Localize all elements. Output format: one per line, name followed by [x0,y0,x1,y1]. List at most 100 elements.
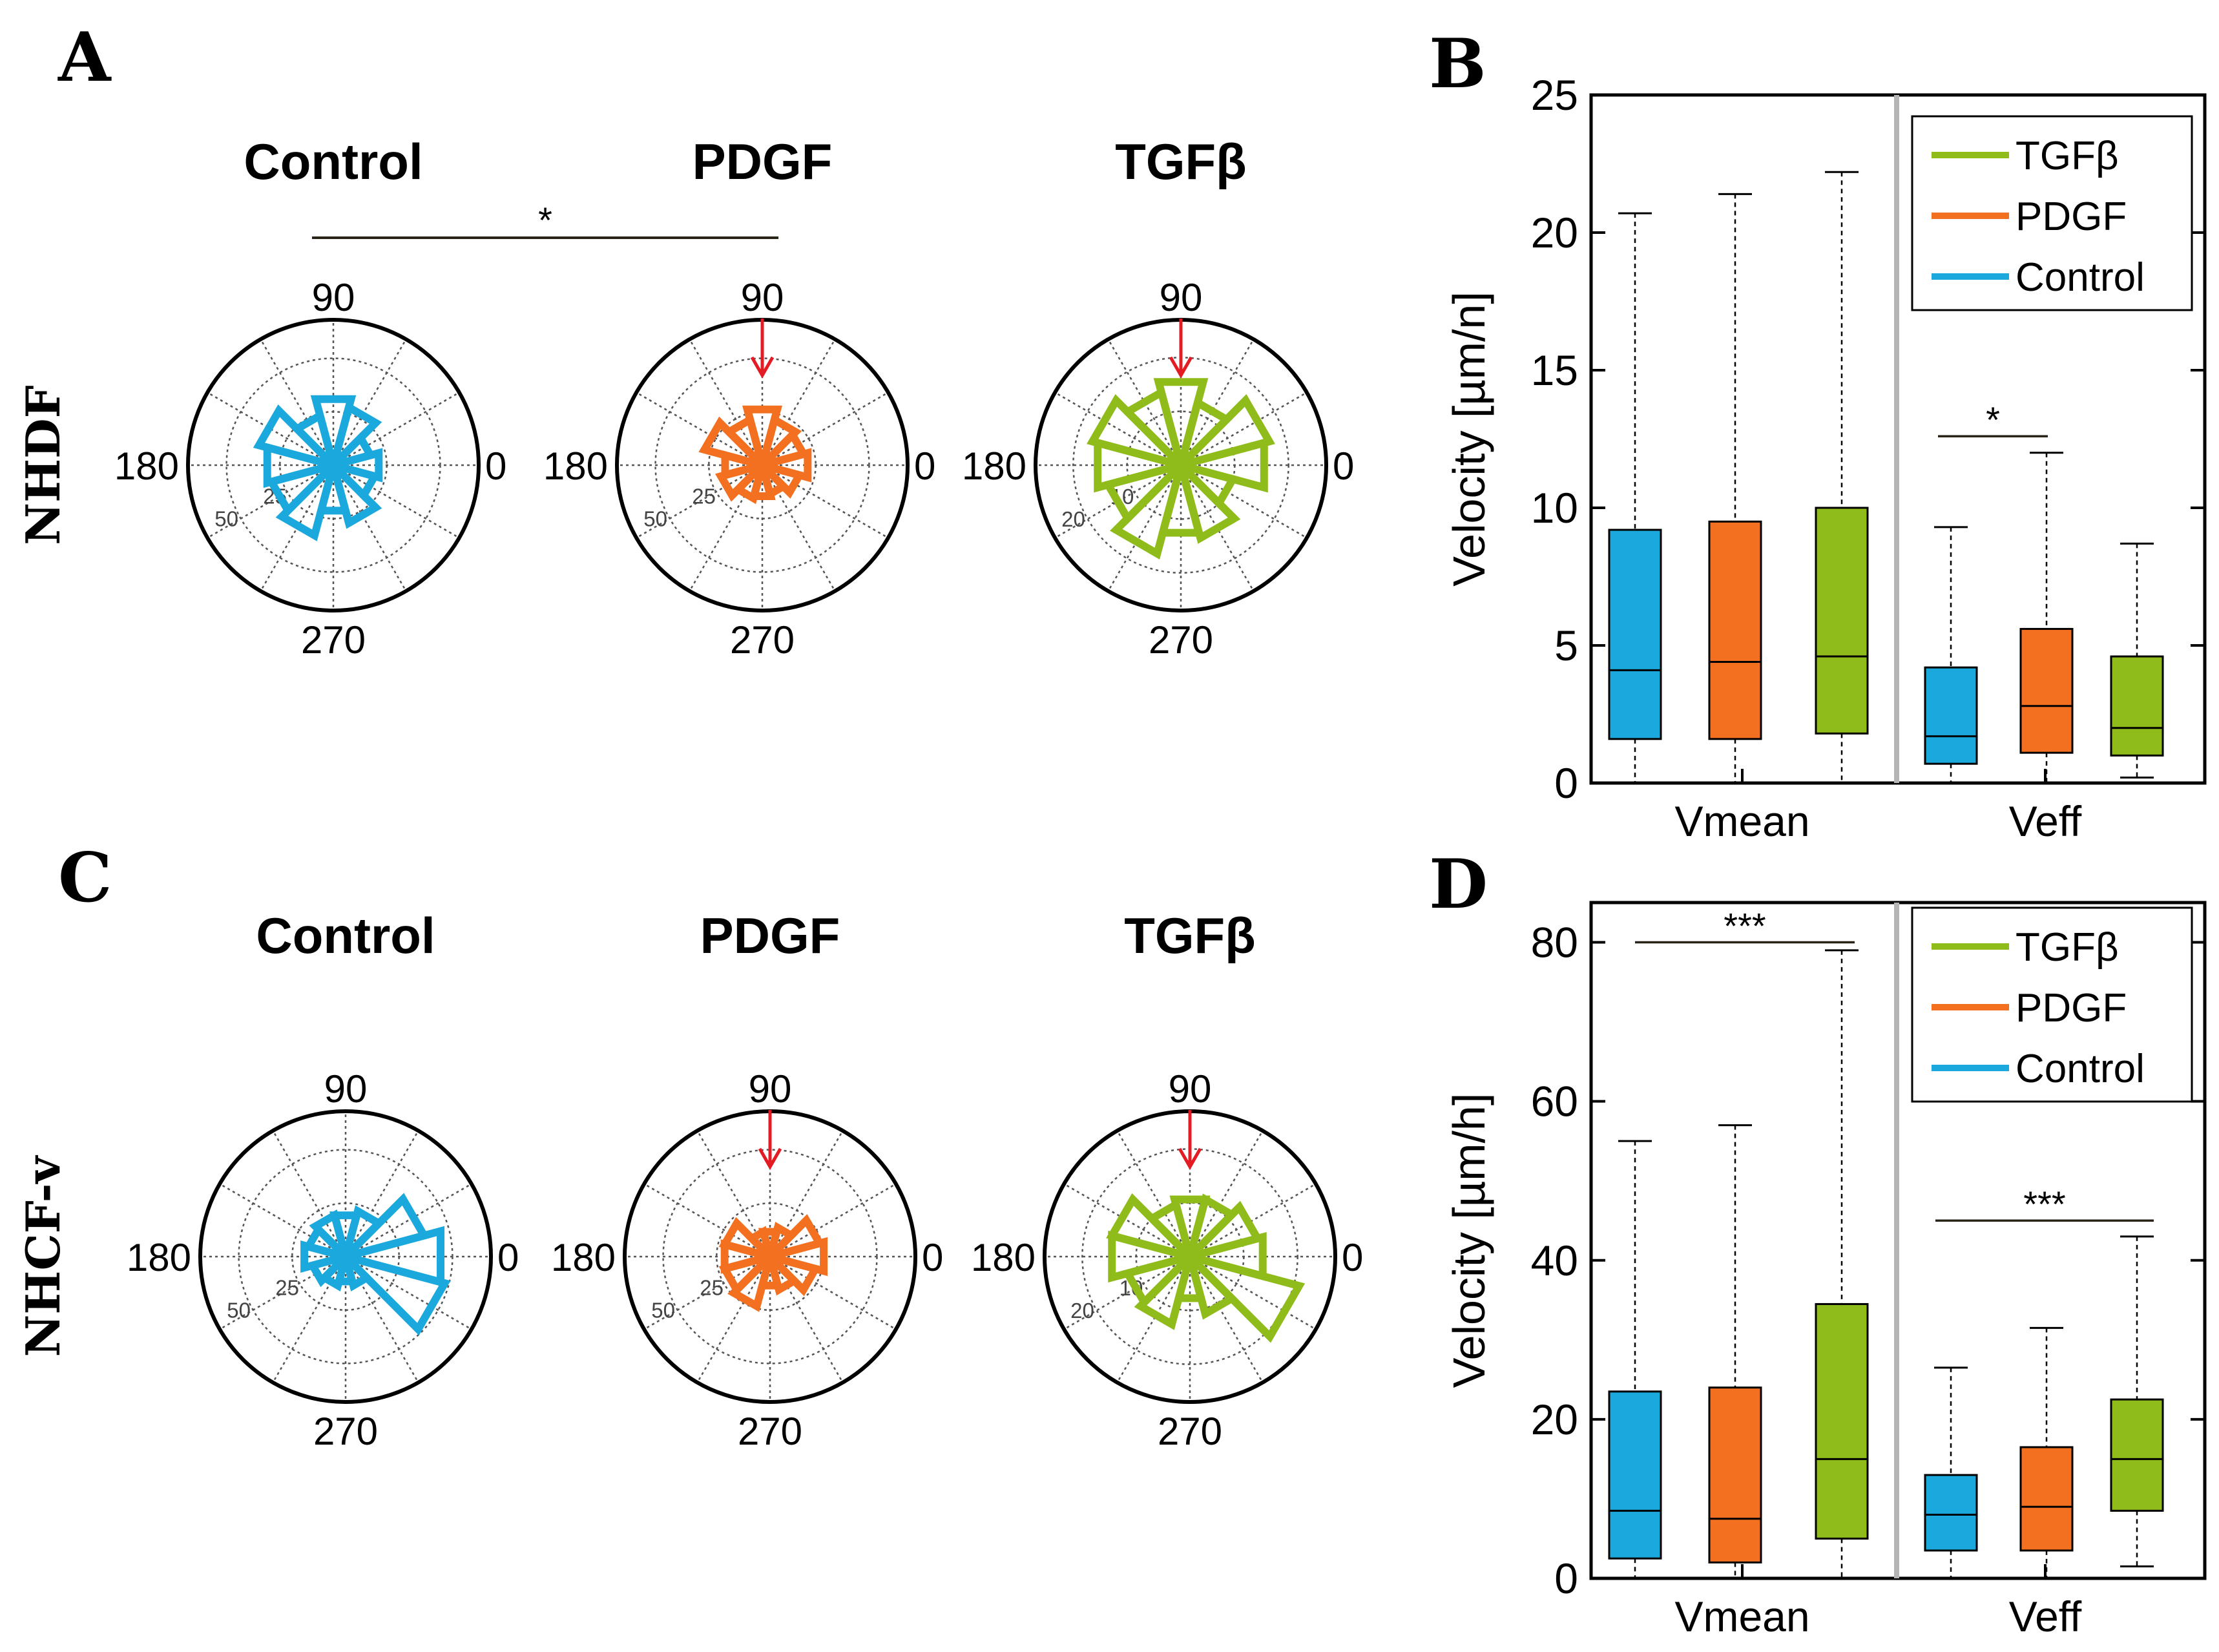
angle-label-0: 0 [497,1236,519,1279]
rose-wedge [749,457,806,499]
rose-spoke [332,339,407,466]
direction-arrow-head [1178,1147,1202,1171]
angle-label-270: 270 [1158,1410,1222,1453]
rose-ring-label: 20 [1070,1299,1094,1323]
rose-ring [238,1149,453,1364]
rose-outer-circle [198,1109,493,1404]
y-tick-label: 0 [1554,759,1578,807]
rose-ring-label: 20 [1061,507,1085,531]
rose-spoke [769,1255,897,1330]
legend-label-tgfb: TGFβ [2016,925,2119,970]
legend-label-control: Control [2016,255,2145,300]
y-tick-label: 20 [1531,1396,1578,1443]
rose-spoke [344,1256,419,1383]
angle-label-90: 90 [1160,276,1203,319]
rose-ring-label: 50 [214,507,238,530]
box-iqr [1608,1390,1662,1560]
boxplot-panel-d: 0 20 40 60 80 Velocity [µm/h] Vmean Veff *** *** T… [1444,901,2207,1640]
rose-spoke [1180,465,1255,592]
angle-label-0: 0 [922,1236,943,1279]
box-vmean-pdgf [1708,1124,1762,1580]
rose-ring-label: 25 [700,1275,724,1299]
rose-title: PDGF [700,907,840,964]
rose-spoke [689,339,764,466]
rose-spoke [260,339,335,466]
rose-ring-label: 50 [227,1298,251,1322]
row-label-nhcf-v: NHCF-v [16,1155,70,1357]
rose-spoke [1063,1183,1191,1258]
x-tick-label-vmean: Vmean [1674,1593,1809,1640]
rose-spoke [333,392,460,466]
panel-letter-c: C [58,837,112,917]
angle-label-270: 270 [1149,618,1213,662]
box-veff-control [1924,1366,1978,1580]
angle-label-90: 90 [1169,1067,1212,1111]
rose-spoke [1180,339,1255,466]
y-tick-label: 15 [1531,346,1578,394]
rose-spoke [761,339,836,466]
rose-spoke [1116,1256,1191,1383]
rose-spoke [643,1183,771,1258]
x-tick-label-veff: Veff [2009,797,2082,845]
legend-label-pdgf: PDGF [2016,194,2127,239]
y-tick-label: 10 [1531,484,1578,532]
rose-ring [1135,1202,1245,1312]
y-axis-title: Velocity [µm/n] [1444,291,1494,587]
rose-ring-label: 25 [692,484,716,508]
significance-label: *** [2023,1184,2065,1224]
box-veff-pdgf [2019,452,2074,784]
angle-label-90: 90 [312,276,355,319]
rose-spoke [219,1255,346,1330]
rose-outer-circle [186,318,481,612]
rose-wedge [1167,457,1239,510]
angle-label-90: 90 [741,276,784,319]
angle-label-180: 180 [962,444,1026,488]
box-veff-tgfb [2110,1235,2164,1568]
rose-wedge [1176,1249,1306,1343]
rose-spoke [1116,1130,1191,1257]
legend-label-pdgf: PDGF [2016,986,2127,1030]
box-vmean-tgfb [1815,171,1869,784]
box-iqr [1708,520,1762,740]
angle-label-270: 270 [730,618,795,662]
angle-label-180: 180 [543,444,608,488]
angle-label-0: 0 [1342,1236,1363,1279]
y-tick-label: 5 [1554,622,1578,669]
rose-wedge [332,1249,451,1336]
rose-spoke [769,1183,897,1258]
rose-spoke [1189,1183,1317,1258]
direction-arrow-head [758,1147,782,1171]
y-tick-label: 25 [1531,71,1578,119]
rose-spoke [1107,465,1182,592]
y-tick-label: 0 [1554,1554,1578,1602]
rose-title: Control [256,907,435,964]
y-tick-label: 60 [1531,1078,1578,1125]
rose-ring [662,1149,878,1364]
box-iqr [1815,507,1869,735]
rose-wedge [756,1249,822,1297]
y-tick-label: 20 [1531,209,1578,256]
rose-spoke [1189,1255,1317,1330]
legend-label-tgfb: TGFβ [2016,134,2119,178]
box-iqr [2110,1398,2164,1512]
rose-ring-label: 50 [643,507,667,530]
x-tick-label-veff: Veff [2009,1593,2082,1640]
box-iqr [2019,1446,2074,1552]
rose-spoke [1189,1130,1264,1257]
rose-spoke [636,464,763,539]
rose-ring [1126,410,1236,520]
box-veff-control [1924,526,1978,784]
angle-label-180: 180 [114,444,179,488]
panel-letter-a: A [57,17,112,97]
rose-title: TGFβ [1124,907,1256,964]
rose-spoke [1054,392,1182,466]
rose-spoke [207,464,334,539]
rose-spoke [272,1130,347,1257]
rose-spoke [207,392,334,466]
row-label-nhdf: NHDF [16,385,70,545]
box-iqr [1924,666,1978,765]
